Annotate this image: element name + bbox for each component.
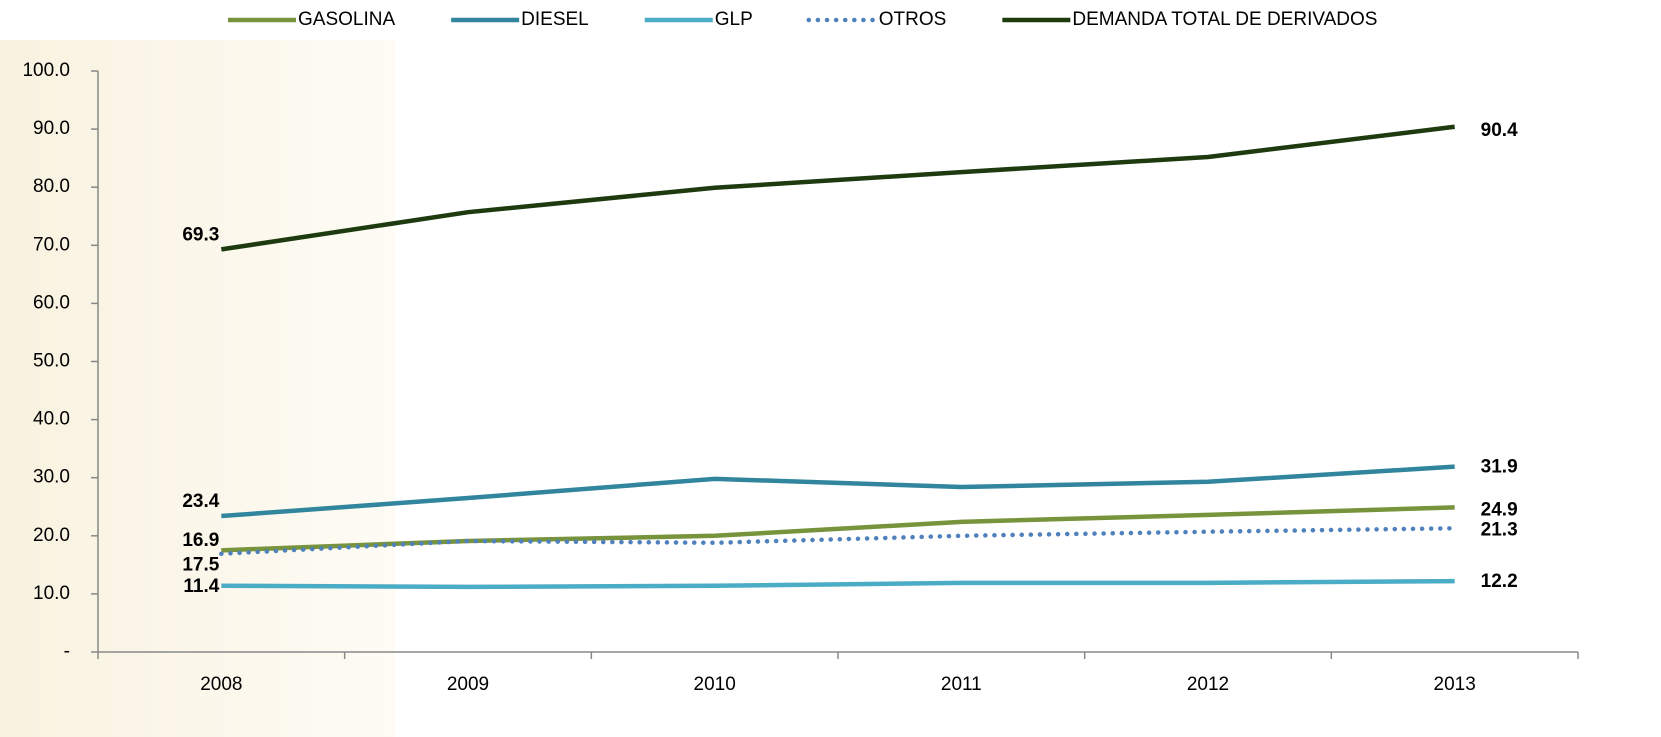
value-label: 23.4 bbox=[182, 491, 219, 512]
x-tick-label: 2010 bbox=[694, 674, 736, 695]
value-label: 69.3 bbox=[182, 224, 219, 245]
y-tick-label: 90.0 bbox=[33, 118, 70, 139]
value-label: 31.9 bbox=[1481, 457, 1518, 478]
value-label: 90.4 bbox=[1481, 120, 1518, 141]
legend-label: OTROS bbox=[879, 9, 947, 30]
y-tick-label: 100.0 bbox=[22, 60, 70, 81]
y-tick-label: 70.0 bbox=[33, 234, 70, 255]
y-tick-label: 30.0 bbox=[33, 467, 70, 488]
legend-label: DEMANDA TOTAL DE DERIVADOS bbox=[1072, 9, 1377, 30]
x-tick-label: 2009 bbox=[447, 674, 489, 695]
legend-label: DIESEL bbox=[521, 9, 589, 30]
value-label: 16.9 bbox=[182, 530, 219, 551]
series-line bbox=[219, 525, 1457, 557]
y-tick-label: 50.0 bbox=[33, 351, 70, 372]
y-tick-label: - bbox=[64, 641, 70, 662]
x-tick-label: 2011 bbox=[941, 674, 982, 695]
legend-label: GLP bbox=[715, 9, 753, 30]
watermark bbox=[0, 40, 395, 737]
y-tick-label: 10.0 bbox=[33, 583, 70, 604]
y-tick-label: 40.0 bbox=[33, 409, 70, 430]
value-label: 11.4 bbox=[183, 576, 219, 597]
x-tick-label: 2012 bbox=[1187, 674, 1229, 695]
value-label: 12.2 bbox=[1481, 571, 1518, 592]
value-label: 21.3 bbox=[1481, 519, 1518, 540]
x-tick-label: 2013 bbox=[1434, 674, 1476, 695]
y-tick-label: 80.0 bbox=[33, 176, 70, 197]
series-line bbox=[220, 124, 1455, 252]
value-label: 24.9 bbox=[1481, 499, 1518, 520]
y-tick-label: 60.0 bbox=[33, 292, 70, 313]
series-line bbox=[221, 578, 1455, 590]
x-tick-label: 2008 bbox=[200, 674, 242, 695]
legend-label: GASOLINA bbox=[298, 9, 395, 30]
series-line bbox=[221, 505, 1455, 553]
series-line bbox=[221, 464, 1455, 519]
y-tick-label: 20.0 bbox=[33, 525, 70, 546]
value-label: 17.5 bbox=[182, 554, 219, 575]
